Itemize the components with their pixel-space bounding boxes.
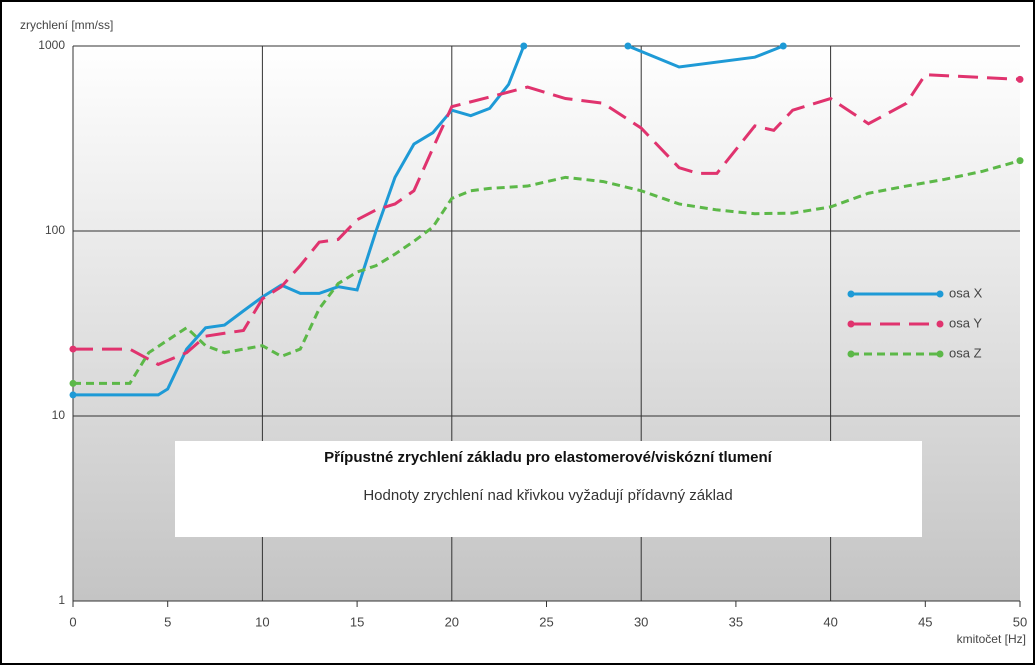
annotation-title: Přípustné zrychlení základu pro elastome… bbox=[324, 449, 772, 466]
x-tick-label: 35 bbox=[729, 614, 743, 629]
legend-marker bbox=[847, 350, 855, 358]
x-tick-label: 30 bbox=[634, 614, 648, 629]
x-tick-label: 20 bbox=[445, 614, 459, 629]
end-marker bbox=[1016, 75, 1024, 83]
y-tick-label: 100 bbox=[45, 223, 65, 237]
x-tick-label: 25 bbox=[539, 614, 553, 629]
y-tick-label: 10 bbox=[52, 408, 66, 422]
legend-marker bbox=[936, 320, 944, 328]
legend-marker bbox=[847, 290, 855, 298]
annotation-box bbox=[175, 441, 922, 537]
x-tick-label: 0 bbox=[69, 614, 76, 629]
end-marker bbox=[624, 42, 632, 50]
x-tick-label: 5 bbox=[164, 614, 171, 629]
legend-label: osa Y bbox=[949, 315, 982, 330]
legend-marker bbox=[847, 320, 855, 328]
end-marker bbox=[779, 42, 787, 50]
legend-marker bbox=[936, 290, 944, 298]
annotation-text: Hodnoty zrychlení nad křivkou vyžadují p… bbox=[363, 487, 732, 504]
end-marker bbox=[1016, 157, 1024, 165]
y-tick-label: 1000 bbox=[38, 38, 65, 52]
legend-label: osa Z bbox=[949, 345, 982, 360]
end-marker bbox=[69, 379, 77, 387]
line-series bbox=[73, 44, 784, 397]
x-tick-label: 15 bbox=[350, 614, 364, 629]
end-marker bbox=[69, 345, 77, 353]
legend-label: osa X bbox=[949, 285, 983, 300]
line-series bbox=[73, 73, 1021, 367]
end-marker bbox=[69, 391, 77, 399]
x-tick-label: 40 bbox=[823, 614, 837, 629]
x-tick-label: 45 bbox=[918, 614, 932, 629]
line-series bbox=[73, 159, 1021, 385]
y-axis-label: zrychlení [mm/ss] bbox=[20, 18, 113, 32]
y-tick-label: 1 bbox=[58, 593, 65, 607]
x-tick-label: 50 bbox=[1013, 614, 1027, 629]
x-axis-label: kmitočet [Hz] bbox=[957, 632, 1026, 646]
legend-marker bbox=[936, 350, 944, 358]
x-tick-label: 10 bbox=[255, 614, 269, 629]
end-marker bbox=[520, 42, 528, 50]
